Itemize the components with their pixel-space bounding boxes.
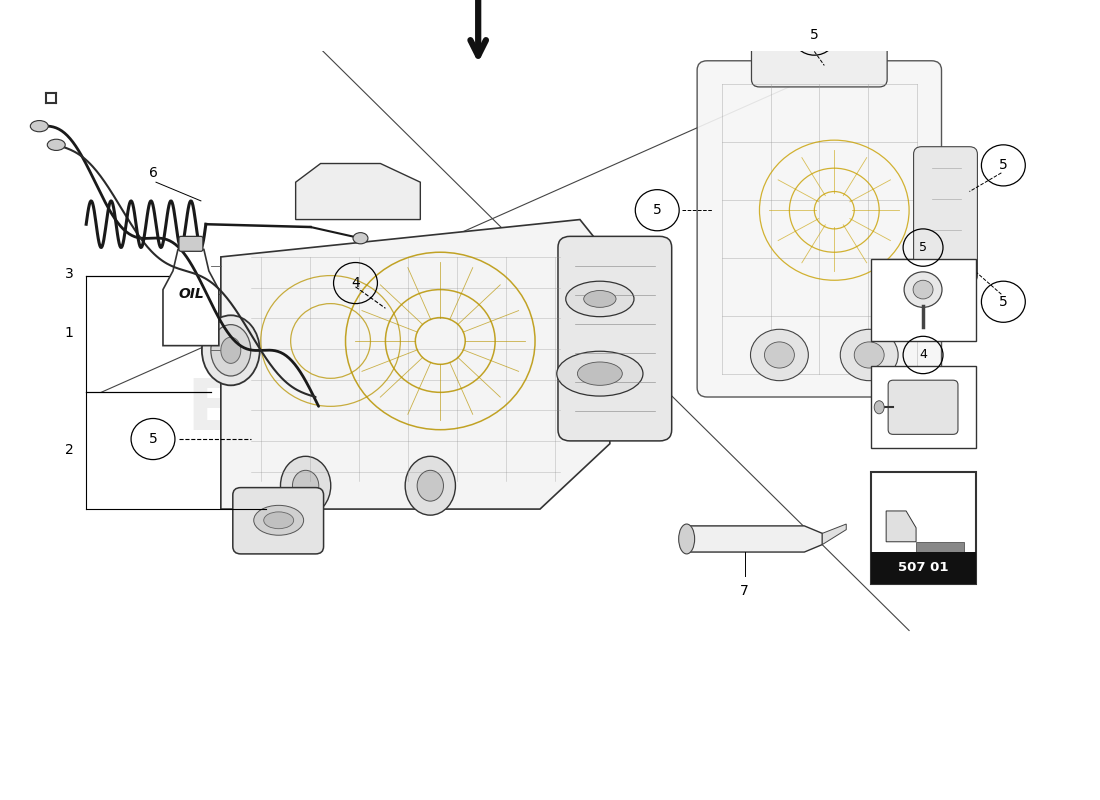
Text: 507 01: 507 01 xyxy=(899,562,949,574)
Text: OIL: OIL xyxy=(178,287,204,302)
Ellipse shape xyxy=(221,338,241,363)
Ellipse shape xyxy=(254,506,304,535)
Ellipse shape xyxy=(913,280,933,299)
Polygon shape xyxy=(163,250,219,346)
FancyBboxPatch shape xyxy=(871,472,976,584)
Ellipse shape xyxy=(47,139,65,150)
Polygon shape xyxy=(887,511,916,542)
Text: 6: 6 xyxy=(148,166,157,180)
Polygon shape xyxy=(686,526,823,552)
Text: 5: 5 xyxy=(653,203,661,218)
Polygon shape xyxy=(823,524,846,545)
Ellipse shape xyxy=(264,512,294,529)
Ellipse shape xyxy=(764,342,794,368)
FancyBboxPatch shape xyxy=(558,236,672,441)
Ellipse shape xyxy=(840,330,898,381)
Text: 1: 1 xyxy=(65,326,74,341)
Text: 4: 4 xyxy=(920,349,927,362)
Text: a passion for parts: a passion for parts xyxy=(282,460,490,480)
Ellipse shape xyxy=(679,524,694,554)
Text: 5: 5 xyxy=(148,432,157,446)
Ellipse shape xyxy=(565,281,634,317)
Text: 3: 3 xyxy=(65,266,74,281)
Ellipse shape xyxy=(750,330,808,381)
Ellipse shape xyxy=(874,401,884,414)
Text: 5: 5 xyxy=(920,241,927,254)
Ellipse shape xyxy=(584,290,616,307)
Text: 5: 5 xyxy=(810,28,818,42)
Ellipse shape xyxy=(417,470,443,501)
FancyBboxPatch shape xyxy=(179,236,202,251)
FancyBboxPatch shape xyxy=(233,488,323,554)
Polygon shape xyxy=(916,542,964,561)
Ellipse shape xyxy=(31,121,48,132)
Text: 5: 5 xyxy=(999,294,1008,309)
Text: 5: 5 xyxy=(999,158,1008,172)
Ellipse shape xyxy=(293,470,319,501)
FancyBboxPatch shape xyxy=(871,552,976,584)
Polygon shape xyxy=(221,219,609,509)
Ellipse shape xyxy=(855,342,884,368)
Ellipse shape xyxy=(280,456,331,515)
Ellipse shape xyxy=(405,456,455,515)
Text: 7: 7 xyxy=(740,584,749,598)
Ellipse shape xyxy=(904,272,942,307)
FancyBboxPatch shape xyxy=(697,61,942,397)
Ellipse shape xyxy=(578,362,623,386)
Polygon shape xyxy=(296,163,420,219)
Ellipse shape xyxy=(557,351,644,396)
FancyBboxPatch shape xyxy=(914,146,978,283)
Text: EuroParts: EuroParts xyxy=(186,375,585,445)
Ellipse shape xyxy=(211,325,251,376)
Text: 4: 4 xyxy=(351,276,360,290)
FancyBboxPatch shape xyxy=(751,11,887,87)
FancyBboxPatch shape xyxy=(888,380,958,434)
FancyBboxPatch shape xyxy=(871,258,976,341)
FancyBboxPatch shape xyxy=(871,366,976,448)
Text: 2: 2 xyxy=(65,443,74,458)
Ellipse shape xyxy=(202,315,260,386)
Ellipse shape xyxy=(353,233,369,244)
